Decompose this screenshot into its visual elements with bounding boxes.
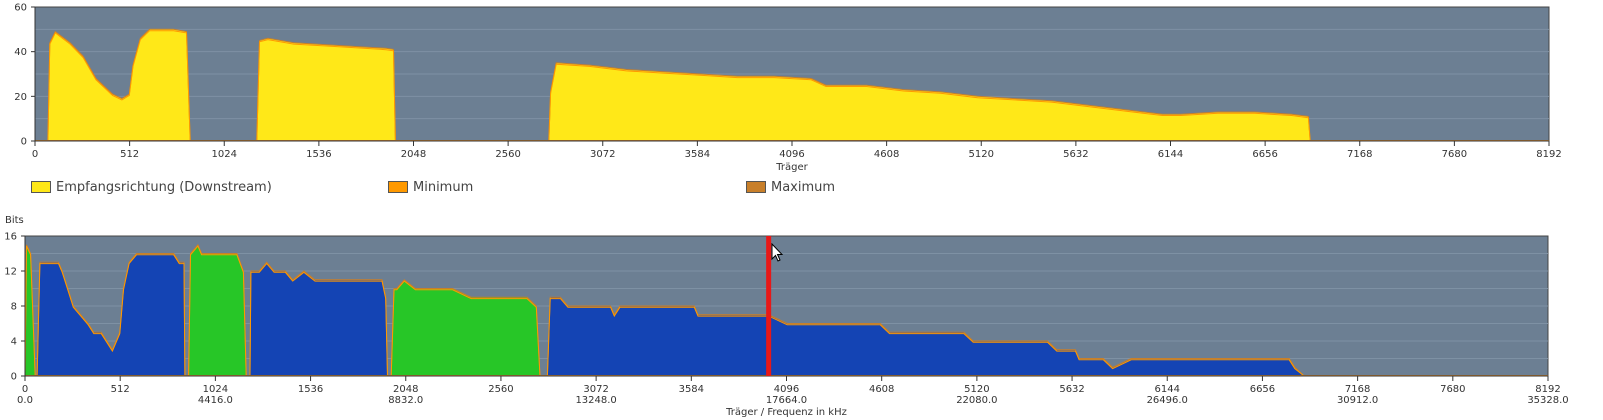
x-tick-label: 3584 (679, 384, 704, 395)
x-tick-label-freq: 35328.0 (1527, 395, 1568, 406)
legend-swatch-minimum (388, 181, 408, 193)
legend-item-downstream[interactable]: Empfangsrichtung (Downstream) (31, 178, 272, 196)
y-tick-label: 20 (14, 92, 27, 103)
min-line (47, 30, 191, 142)
x-tick-label: 1536 (298, 384, 323, 395)
x-tick-label: 6144 (1158, 149, 1183, 160)
min-line (390, 280, 541, 377)
min-line (249, 262, 388, 377)
x-tick-label: 3072 (590, 149, 615, 160)
y-axis-label: Bits (5, 215, 24, 226)
legend-item-minimum[interactable]: Minimum (388, 178, 473, 196)
x-axis-label: Träger (775, 162, 808, 173)
x-tick-label-freq: 4416.0 (198, 395, 233, 406)
x-axis-label: Träger / Frequenz in kHz (725, 407, 847, 418)
legend-item-maximum[interactable]: Maximum (746, 178, 835, 196)
x-tick-label: 2048 (401, 149, 426, 160)
series-area (188, 244, 247, 376)
mouse-pointer-icon (771, 243, 784, 262)
x-tick-label: 0 (32, 149, 38, 160)
y-tick-label: 12 (4, 267, 17, 278)
x-tick-label: 6656 (1252, 149, 1277, 160)
x-tick-label: 4608 (869, 384, 894, 395)
y-tick-label: 4 (11, 337, 17, 348)
x-tick-label: 3584 (685, 149, 710, 160)
x-tick-label-freq: 8832.0 (388, 395, 423, 406)
min-line (256, 39, 396, 142)
x-tick-label: 5120 (969, 149, 994, 160)
x-tick-label: 1024 (212, 149, 237, 160)
x-tick-label: 7680 (1440, 384, 1465, 395)
bits-per-carrier-chart: 0 4 8 12 16 0 512 1024 1536 2048 2560 3072 3584 4096 4… (4, 215, 1568, 418)
series-area (547, 297, 1305, 376)
x-tick-label: 5632 (1059, 384, 1084, 395)
y-tick-label: 60 (14, 3, 27, 14)
x-tick-label: 4096 (774, 384, 799, 395)
x-tick-label-freq: 17664.0 (766, 395, 807, 406)
max-line (47, 28, 191, 142)
y-tick-label: 0 (21, 137, 27, 148)
series-area (37, 253, 185, 376)
min-line (546, 298, 1305, 377)
x-tick-label-freq: 22080.0 (956, 395, 997, 406)
x-tick-label-freq: 26496.0 (1147, 395, 1188, 406)
x-tick-label: 4608 (874, 149, 899, 160)
max-line (546, 296, 1305, 377)
min-line (548, 63, 1311, 142)
x-tick-label: 2560 (488, 384, 513, 395)
x-tick-label: 2048 (393, 384, 418, 395)
x-tick-label: 8192 (1536, 149, 1561, 160)
chart-legend: Empfangsrichtung (Downstream) Minimum Ma… (0, 178, 1603, 196)
legend-label-minimum: Minimum (413, 179, 474, 195)
x-tick-label: 7680 (1442, 149, 1467, 160)
max-line (249, 261, 388, 377)
x-tick-label: 4096 (779, 149, 804, 160)
legend-swatch-downstream (31, 181, 51, 193)
carrier-marker (766, 236, 772, 376)
series-area (250, 262, 388, 376)
x-tick-label: 512 (111, 384, 130, 395)
x-tick-label: 1024 (203, 384, 228, 395)
x-tick-label: 5120 (964, 384, 989, 395)
x-tick-label: 512 (120, 149, 139, 160)
legend-label-maximum: Maximum (771, 179, 836, 195)
x-tick-label: 7168 (1347, 149, 1372, 160)
y-tick-label: 8 (11, 302, 17, 313)
legend-label-downstream: Empfangsrichtung (Downstream) (56, 179, 272, 195)
x-tick-label-freq: 13248.0 (575, 395, 616, 406)
max-line (548, 62, 1311, 142)
max-line (390, 279, 541, 377)
y-tick-label: 16 (4, 232, 17, 243)
x-tick-label-freq: 0.0 (17, 395, 33, 406)
min-line (24, 245, 36, 377)
downstream-snr-chart: 0 20 40 60 0 512 1024 1536 2048 2560 3072 3584 4096 4… (14, 3, 1561, 174)
min-line (36, 254, 186, 377)
x-tick-label: 0 (22, 384, 28, 395)
series-area (256, 38, 396, 141)
x-tick-label: 3072 (583, 384, 608, 395)
max-line (256, 37, 396, 142)
series-area (548, 62, 1311, 141)
y-tick-label: 40 (14, 47, 27, 58)
x-tick-label: 6656 (1250, 384, 1275, 395)
x-tick-label: 1536 (306, 149, 331, 160)
y-tick-label: 0 (11, 372, 17, 383)
x-tick-label: 6144 (1155, 384, 1180, 395)
series-area (391, 279, 540, 376)
min-line (188, 245, 247, 377)
legend-swatch-maximum (746, 181, 766, 193)
x-tick-label: 2560 (495, 149, 520, 160)
x-tick-label: 8192 (1535, 384, 1560, 395)
series-area (25, 244, 36, 376)
x-tick-label: 5632 (1063, 149, 1088, 160)
x-tick-label-freq: 30912.0 (1337, 395, 1378, 406)
x-tick-label: 7168 (1345, 384, 1370, 395)
